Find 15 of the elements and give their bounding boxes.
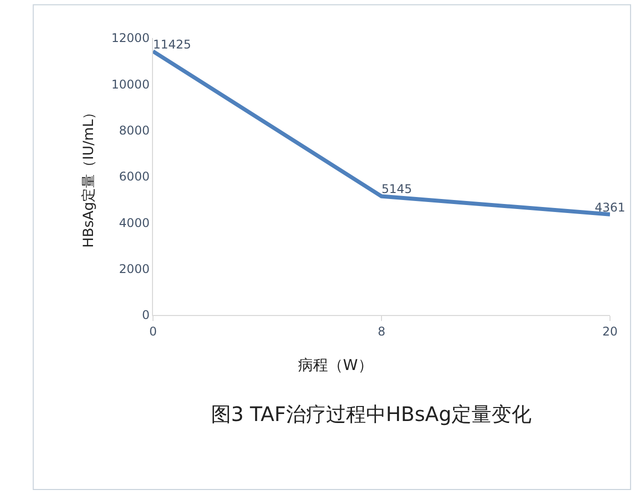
x-tick-label: 20 [602, 324, 618, 338]
y-tick-label: 8000 [119, 124, 150, 138]
y-tick-label: 12000 [111, 31, 150, 46]
x-axis-title: 病程（W） [298, 356, 373, 374]
x-tick-label: 8 [378, 324, 386, 338]
y-tick-label: 4000 [119, 216, 150, 230]
y-tick-label: 10000 [111, 77, 150, 92]
y-tick-label: 0 [142, 308, 150, 322]
text: 图3 TAF治疗过程中HBsAg定量变化 [210, 402, 532, 426]
y-tick-label: 2000 [119, 262, 150, 276]
data-label: 5145 [382, 182, 412, 196]
data-label: 4361 [594, 200, 626, 214]
y-axis-title: HBsAg定量（IU/mL） [81, 105, 98, 248]
y-tick-label: 6000 [119, 170, 150, 184]
data-label: 11425 [153, 37, 192, 52]
